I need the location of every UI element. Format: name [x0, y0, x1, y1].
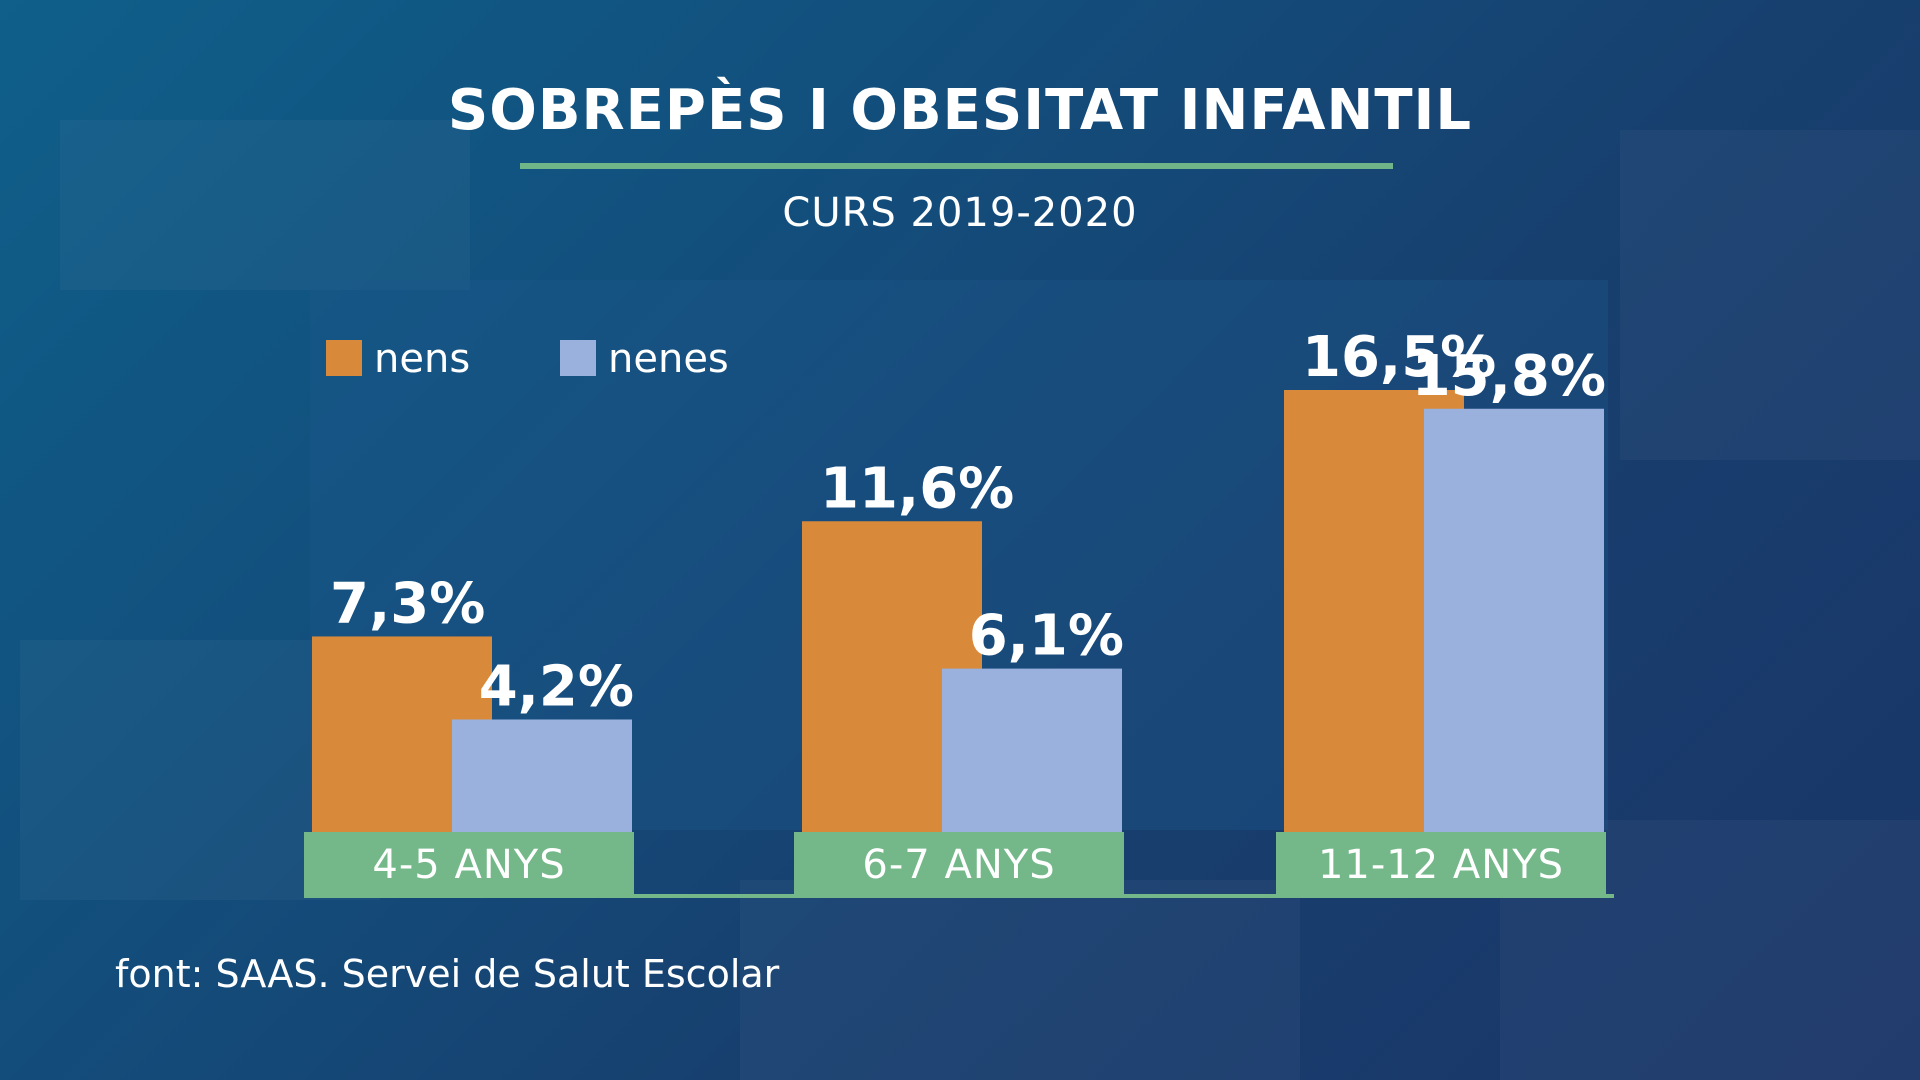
legend-label-nens: nens — [374, 336, 470, 382]
category-label: 11-12 ANYS — [1318, 842, 1564, 888]
value-label-nenes-2: 15,8% — [1412, 344, 1606, 409]
category-band-1 — [794, 832, 1124, 894]
bar-nenes-1 — [942, 668, 1122, 832]
category-label: 6-7 ANYS — [862, 842, 1055, 888]
chart-subtitle: CURS 2019-2020 — [782, 190, 1138, 236]
bar-nenes-2 — [1424, 408, 1604, 832]
bar-nenes-0 — [452, 719, 632, 832]
category-label: 4-5 ANYS — [372, 842, 565, 888]
legend: nens nenes — [326, 336, 729, 382]
axis-baseline — [304, 894, 1614, 898]
value-label-nenes-1: 6,1% — [969, 604, 1124, 669]
value-label-nens-1: 11,6% — [820, 456, 1014, 521]
category-band-2 — [1276, 832, 1606, 894]
bars-group: 7,3% 4,2% 11,6% 6,1% 16,5%15,8% — [312, 325, 1606, 832]
value-label-nens-0: 7,3% — [330, 571, 485, 636]
value-label-nens-2: 16,5% — [1302, 325, 1496, 390]
title-underline — [520, 163, 1393, 169]
category-axis: 4-5 ANYS 6-7 ANYS 11-12 ANYS — [304, 832, 1614, 898]
legend-label-nenes: nenes — [608, 336, 729, 382]
legend-swatch-nens — [326, 340, 362, 376]
category-band-0 — [304, 832, 634, 894]
legend-swatch-nenes — [560, 340, 596, 376]
value-label-nenes-0: 4,2% — [479, 654, 634, 719]
source-note: font: SAAS. Servei de Salut Escolar — [115, 952, 780, 996]
chart-title: SOBREPÈS I OBESITAT INFANTIL — [447, 78, 1473, 143]
